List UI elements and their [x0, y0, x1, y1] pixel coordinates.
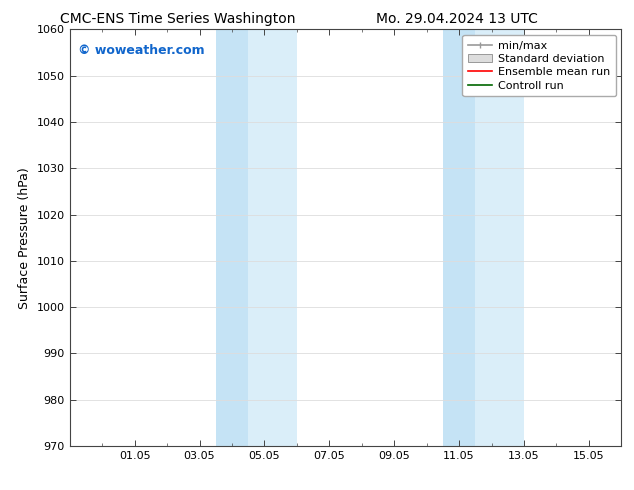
- Bar: [443, 29, 476, 446]
- Legend: min/max, Standard deviation, Ensemble mean run, Controll run: min/max, Standard deviation, Ensemble me…: [462, 35, 616, 96]
- Text: © woweather.com: © woweather.com: [78, 44, 205, 57]
- Bar: [476, 29, 524, 446]
- Text: Mo. 29.04.2024 13 UTC: Mo. 29.04.2024 13 UTC: [375, 12, 538, 26]
- Y-axis label: Surface Pressure (hPa): Surface Pressure (hPa): [18, 167, 31, 309]
- Text: CMC-ENS Time Series Washington: CMC-ENS Time Series Washington: [60, 12, 295, 26]
- Bar: [216, 29, 248, 446]
- Bar: [248, 29, 297, 446]
